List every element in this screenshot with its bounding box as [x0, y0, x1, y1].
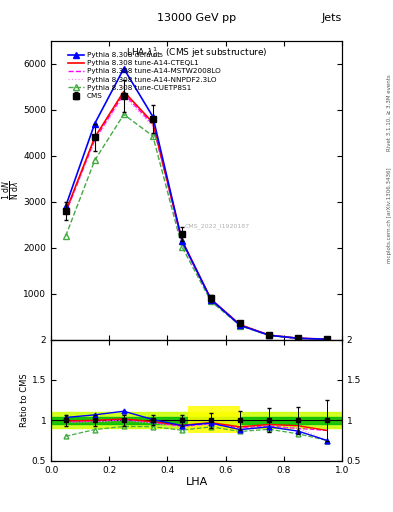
Pythia 8.308 tune-CUETP8S1	[296, 335, 301, 342]
Pythia 8.308 tune-A14-MSTW2008LO	[151, 121, 155, 127]
Text: mcplots.cern.ch [arXiv:1306.3436]: mcplots.cern.ch [arXiv:1306.3436]	[387, 167, 392, 263]
Pythia 8.308 tune-CUETP8S1	[63, 233, 68, 239]
Line: Pythia 8.308 tune-A14-CTEQL1: Pythia 8.308 tune-A14-CTEQL1	[66, 92, 327, 339]
Pythia 8.308 tune-CUETP8S1	[121, 112, 126, 118]
Pythia 8.308 tune-A14-NNPDF2.3LO	[209, 297, 213, 303]
Pythia 8.308 tune-CUETP8S1	[238, 323, 242, 329]
Text: CMS_2022_I1920187: CMS_2022_I1920187	[184, 223, 250, 229]
Pythia 8.308 tune-A14-NNPDF2.3LO	[238, 322, 242, 328]
Pythia 8.308 tune-A14-MSTW2008LO	[180, 239, 184, 245]
Pythia 8.308 tune-CUETP8S1	[267, 332, 272, 338]
Pythia 8.308 tune-CUETP8S1	[209, 298, 213, 305]
Pythia 8.308 tune-A14-CTEQL1	[238, 322, 242, 328]
Pythia 8.308 tune-A14-NNPDF2.3LO	[63, 210, 68, 217]
Bar	[51, 412, 342, 429]
Pythia 8.308 tune-A14-NNPDF2.3LO	[267, 332, 272, 338]
Pythia 8.308 tune-A14-CTEQL1	[209, 296, 213, 303]
Pythia 8.308 tune-A14-CTEQL1	[63, 209, 68, 215]
Pythia 8.308 tune-A14-MSTW2008LO	[267, 332, 272, 338]
Text: LHA $\lambda^{1}_{0.5}$ (CMS jet substructure): LHA $\lambda^{1}_{0.5}$ (CMS jet substru…	[126, 46, 267, 60]
Pythia 8.308 tune-A14-CTEQL1	[180, 237, 184, 243]
Line: Pythia 8.308 tune-A14-NNPDF2.3LO: Pythia 8.308 tune-A14-NNPDF2.3LO	[66, 96, 327, 339]
Pythia 8.308 default	[267, 332, 272, 338]
Text: 13000 GeV pp: 13000 GeV pp	[157, 13, 236, 23]
Pythia 8.308 tune-A14-MSTW2008LO	[296, 335, 301, 342]
Pythia 8.308 default	[121, 66, 126, 72]
Y-axis label: Ratio to CMS: Ratio to CMS	[20, 373, 29, 427]
Line: Pythia 8.308 tune-A14-MSTW2008LO: Pythia 8.308 tune-A14-MSTW2008LO	[66, 94, 327, 339]
Pythia 8.308 default	[209, 296, 213, 303]
Pythia 8.308 tune-CUETP8S1	[180, 244, 184, 250]
Pythia 8.308 tune-A14-CTEQL1	[325, 336, 330, 342]
Pythia 8.308 default	[238, 322, 242, 328]
Text: Rivet 3.1.10, ≥ 3.3M events: Rivet 3.1.10, ≥ 3.3M events	[387, 74, 392, 151]
Pythia 8.308 tune-A14-NNPDF2.3LO	[180, 240, 184, 246]
Line: Pythia 8.308 tune-CUETP8S1: Pythia 8.308 tune-CUETP8S1	[63, 112, 330, 342]
Bar	[188, 406, 240, 433]
Pythia 8.308 tune-CUETP8S1	[325, 336, 330, 343]
Pythia 8.308 tune-A14-CTEQL1	[151, 120, 155, 126]
Pythia 8.308 default	[180, 238, 184, 244]
Legend: Pythia 8.308 default, Pythia 8.308 tune-A14-CTEQL1, Pythia 8.308 tune-A14-MSTW20: Pythia 8.308 default, Pythia 8.308 tune-…	[66, 51, 222, 100]
Pythia 8.308 default	[63, 203, 68, 209]
Pythia 8.308 default	[325, 336, 330, 343]
Pythia 8.308 tune-A14-NNPDF2.3LO	[296, 335, 301, 342]
Line: Pythia 8.308 default: Pythia 8.308 default	[63, 66, 330, 342]
Pythia 8.308 tune-A14-NNPDF2.3LO	[151, 123, 155, 130]
Pythia 8.308 tune-A14-NNPDF2.3LO	[92, 138, 97, 144]
Pythia 8.308 tune-A14-CTEQL1	[92, 134, 97, 140]
Pythia 8.308 default	[151, 114, 155, 120]
Pythia 8.308 tune-CUETP8S1	[92, 157, 97, 163]
Pythia 8.308 tune-A14-MSTW2008LO	[92, 137, 97, 143]
Pythia 8.308 tune-A14-MSTW2008LO	[121, 91, 126, 97]
Pythia 8.308 default	[92, 120, 97, 126]
Pythia 8.308 tune-A14-CTEQL1	[296, 335, 301, 342]
Pythia 8.308 default	[296, 335, 301, 342]
Pythia 8.308 tune-A14-MSTW2008LO	[63, 210, 68, 216]
Y-axis label: $\frac{1}{\mathrm{N}} \frac{\mathrm{d}N}{\mathrm{d}\lambda}$: $\frac{1}{\mathrm{N}} \frac{\mathrm{d}N}…	[0, 180, 22, 200]
Pythia 8.308 tune-A14-MSTW2008LO	[238, 322, 242, 328]
Pythia 8.308 tune-CUETP8S1	[151, 133, 155, 139]
Pythia 8.308 tune-A14-NNPDF2.3LO	[325, 336, 330, 343]
Bar	[51, 417, 342, 423]
Pythia 8.308 tune-A14-CTEQL1	[121, 89, 126, 95]
Text: Jets: Jets	[321, 13, 342, 23]
Pythia 8.308 tune-A14-NNPDF2.3LO	[121, 93, 126, 99]
Pythia 8.308 tune-A14-MSTW2008LO	[209, 297, 213, 303]
Pythia 8.308 tune-A14-MSTW2008LO	[325, 336, 330, 342]
X-axis label: LHA: LHA	[185, 477, 208, 487]
Pythia 8.308 tune-A14-CTEQL1	[267, 332, 272, 338]
